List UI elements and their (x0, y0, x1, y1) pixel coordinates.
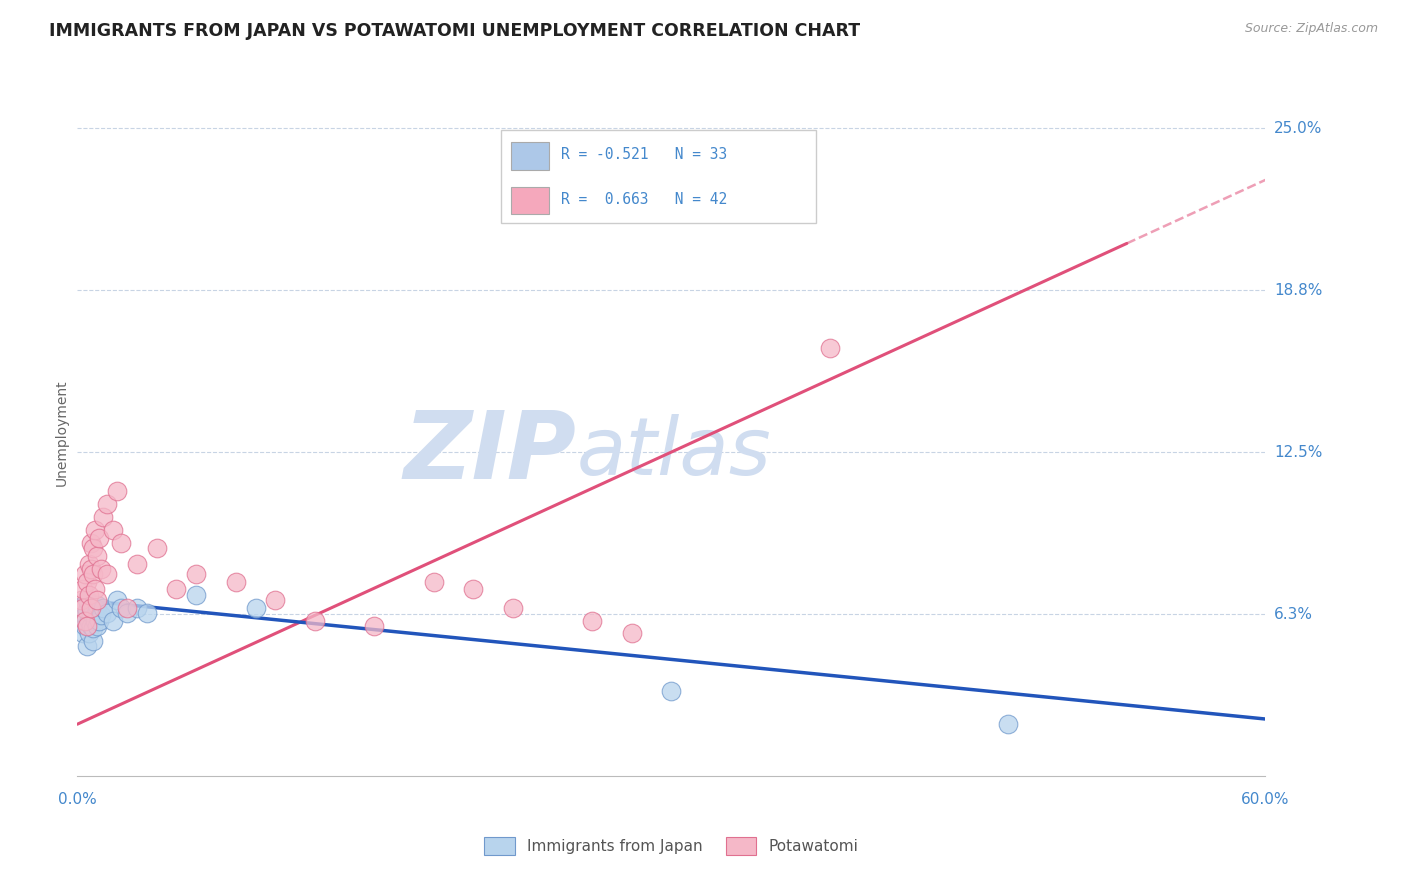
Point (101, 614, 124, 628)
Point (86, 606, 108, 620)
Point (620, 626, 643, 640)
Point (75, 614, 97, 628)
Text: 25.0%: 25.0% (1274, 120, 1322, 136)
Point (90, 562, 112, 576)
Point (225, 574, 247, 589)
Text: 60.0%: 60.0% (1241, 792, 1289, 807)
Point (84, 582, 107, 597)
Point (165, 582, 187, 597)
Point (91, 600, 114, 615)
Point (186, 566, 208, 581)
Point (77, 614, 100, 628)
Point (86, 549, 108, 563)
Point (96, 566, 118, 581)
Point (264, 592, 287, 607)
Bar (510, 142, 548, 169)
Point (87, 614, 110, 628)
FancyBboxPatch shape (502, 130, 817, 223)
Point (463, 582, 485, 597)
Point (84, 523, 107, 537)
Point (661, 683, 683, 698)
Point (75, 608, 97, 623)
Text: Source: ZipAtlas.com: Source: ZipAtlas.com (1244, 22, 1378, 36)
Point (110, 600, 132, 615)
Point (997, 717, 1019, 731)
Point (86, 592, 108, 607)
Point (72, 600, 94, 615)
Text: R =  0.663   N = 42: R = 0.663 N = 42 (561, 192, 727, 207)
Point (363, 618, 385, 632)
Point (82, 621, 104, 635)
Point (76, 618, 98, 632)
Point (145, 541, 167, 555)
Point (110, 535, 132, 549)
Text: 0.0%: 0.0% (58, 792, 97, 807)
Point (80, 606, 103, 620)
Point (72, 626, 94, 640)
Point (77, 588, 100, 602)
Point (80, 535, 103, 549)
Y-axis label: Unemployment: Unemployment (55, 379, 69, 486)
Point (84, 614, 107, 628)
Point (125, 557, 148, 571)
Point (76, 574, 98, 589)
Point (105, 483, 128, 498)
Point (80, 562, 103, 576)
Bar (510, 186, 548, 214)
Point (818, 342, 841, 356)
Point (75, 566, 97, 581)
Point (86, 598, 108, 612)
Point (82, 541, 104, 555)
Point (186, 588, 208, 602)
Point (75, 618, 97, 632)
Point (423, 574, 446, 589)
Text: IMMIGRANTS FROM JAPAN VS POTAWATOMI UNEMPLOYMENT CORRELATION CHART: IMMIGRANTS FROM JAPAN VS POTAWATOMI UNEM… (49, 22, 860, 40)
Point (76, 592, 98, 607)
Legend: Immigrants from Japan, Potawatomi: Immigrants from Japan, Potawatomi (478, 831, 865, 861)
Point (90, 608, 112, 623)
Point (115, 606, 138, 620)
Text: 6.3%: 6.3% (1274, 607, 1313, 622)
Point (87, 531, 110, 545)
Point (72, 582, 94, 597)
Text: atlas: atlas (576, 414, 770, 492)
Point (304, 614, 326, 628)
Point (125, 600, 148, 615)
Point (82, 566, 104, 581)
Point (80, 600, 103, 615)
Point (77, 557, 100, 571)
Point (70, 592, 93, 607)
Text: 12.5%: 12.5% (1274, 444, 1322, 459)
Point (86, 618, 108, 632)
Point (115, 600, 138, 615)
Point (80, 618, 103, 632)
Point (91, 509, 114, 524)
Text: R = -0.521   N = 33: R = -0.521 N = 33 (561, 147, 727, 162)
Point (96, 606, 118, 620)
Point (70, 614, 93, 628)
Point (581, 614, 603, 628)
Point (76, 640, 98, 654)
Point (105, 592, 128, 607)
Point (502, 600, 524, 615)
Point (82, 600, 104, 615)
Point (76, 603, 98, 617)
Point (101, 523, 124, 537)
Text: ZIP: ZIP (404, 408, 576, 500)
Point (96, 497, 118, 511)
Point (759, 178, 782, 193)
Point (84, 608, 107, 623)
Point (82, 634, 104, 648)
Text: 18.8%: 18.8% (1274, 283, 1322, 298)
Point (77, 626, 100, 640)
Point (245, 600, 267, 615)
Point (135, 606, 157, 620)
